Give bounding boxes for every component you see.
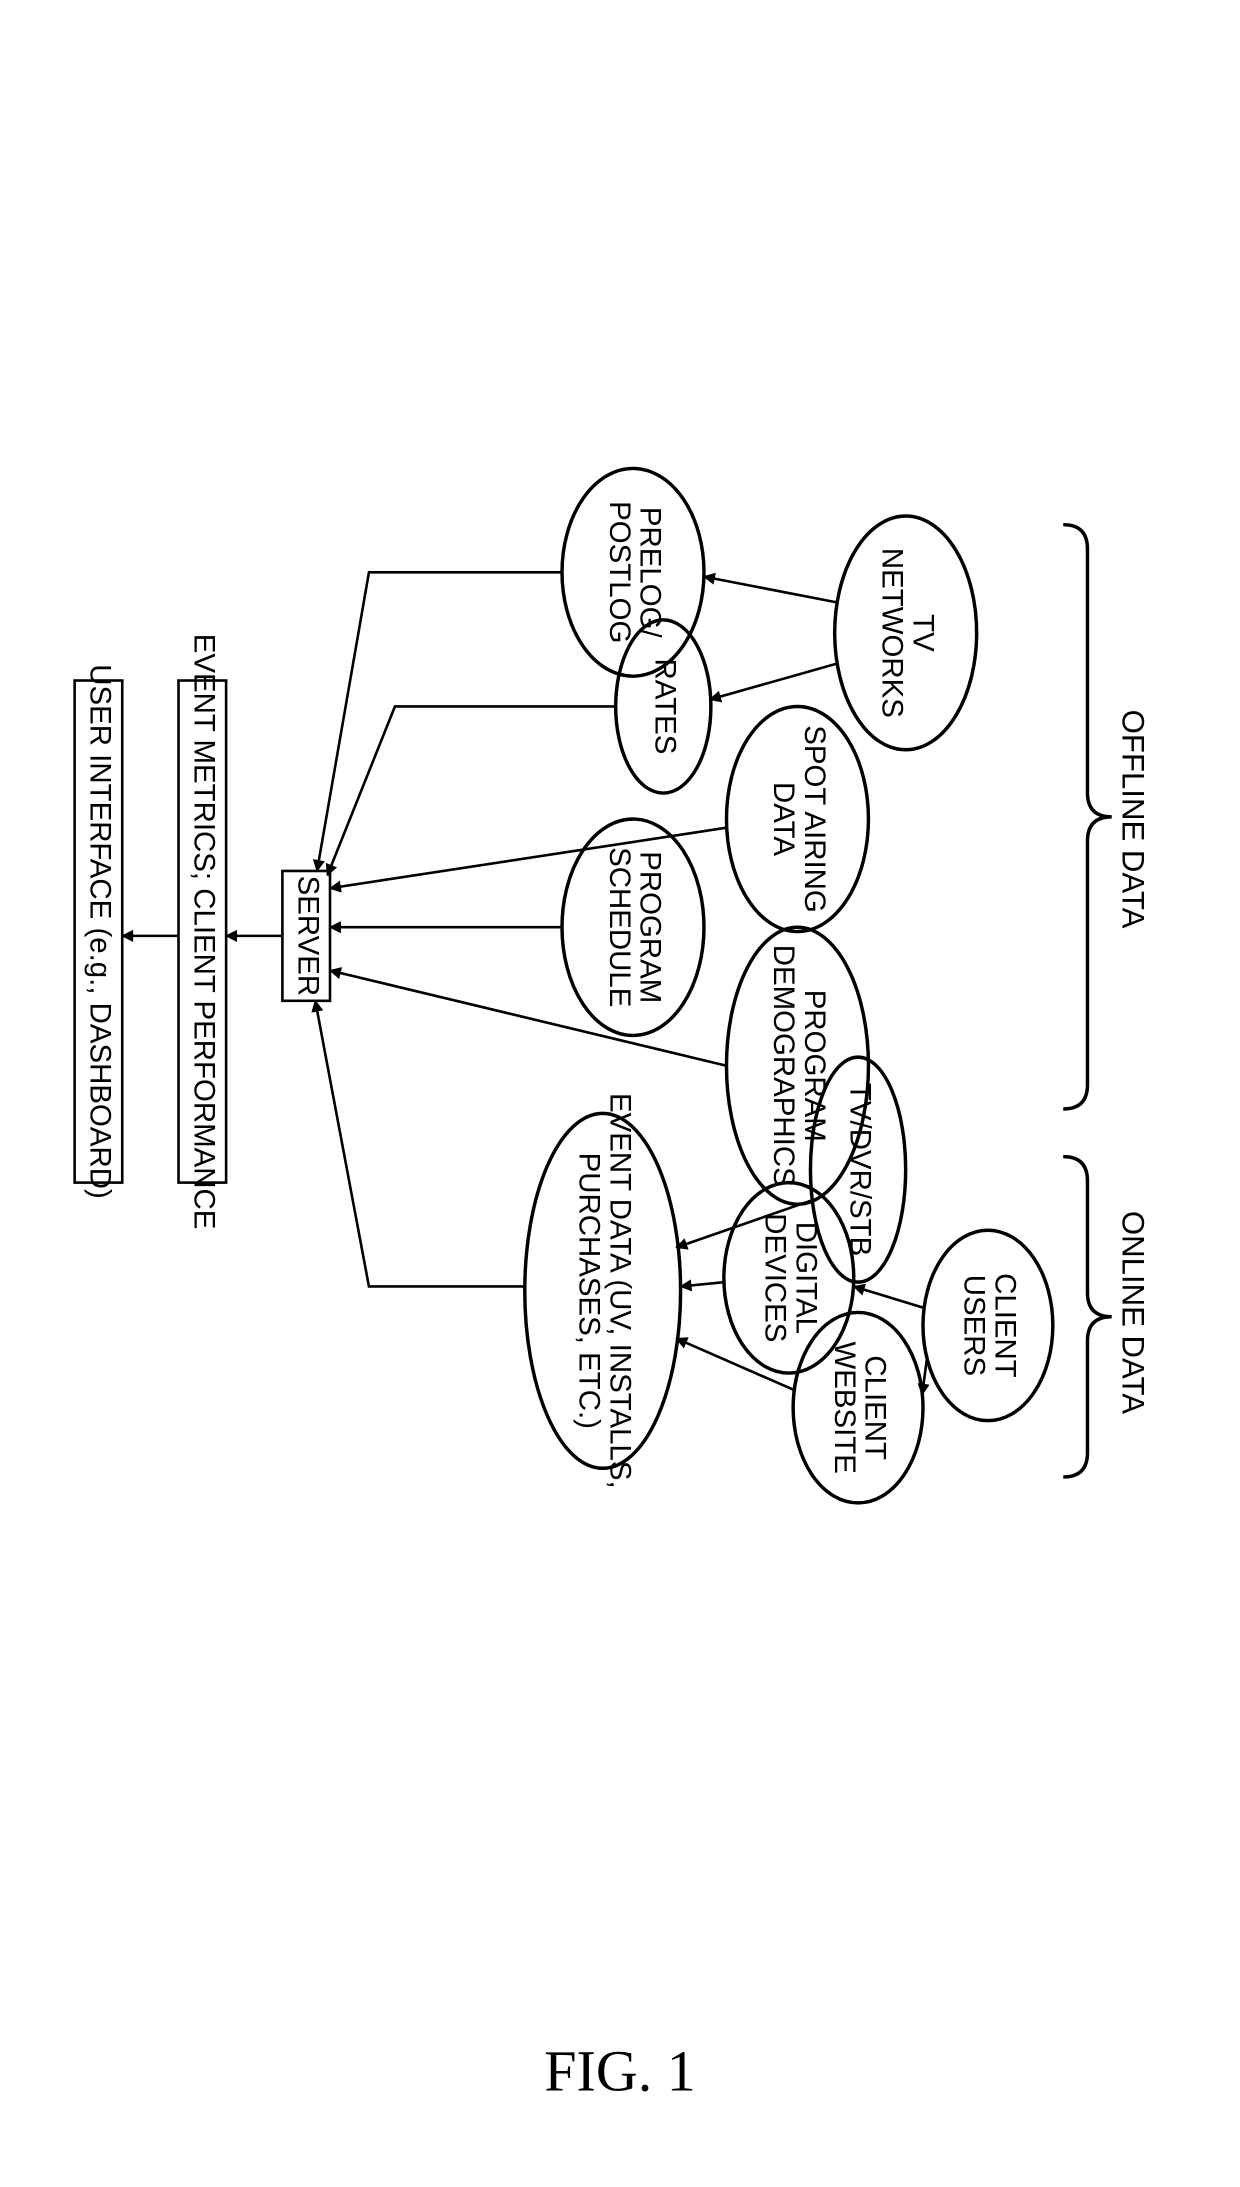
figure-label: FIG. 1: [544, 2038, 695, 2103]
label-client_website-0: CLIENT: [859, 1355, 892, 1460]
label-spot_airing-0: SPOT AIRING: [798, 725, 831, 912]
section-label-online: ONLINE DATA: [1116, 1211, 1151, 1414]
label-event_data-1: PURCHASES, ETC.): [572, 1153, 605, 1429]
label-prelog_postlog-1: POSTLOG: [603, 501, 636, 643]
label-tv_networks-0: TV: [906, 614, 939, 652]
label-client_users-1: USERS: [958, 1275, 991, 1376]
edge-client_website-to-event_data: [676, 1338, 795, 1390]
label-spot_airing-1: DATA: [767, 782, 800, 856]
label-digital_devices-0: DIGITAL: [789, 1222, 822, 1334]
label-client_users-0: CLIENT: [989, 1273, 1022, 1378]
label-tv_dvr_stb-0: TV/DVR/STB: [843, 1083, 876, 1256]
brace-offline: [1063, 525, 1111, 1109]
label-program_demo-1: DEMOGRAPHICS: [767, 945, 800, 1187]
edge-tv_networks-to-rates: [710, 663, 838, 699]
label-client_website-1: WEBSITE: [828, 1341, 861, 1473]
edge-client_users-to-client_website: [922, 1356, 927, 1395]
label-event_metrics-0: EVENT METRICS; CLIENT PERFORMANCE: [188, 634, 221, 1230]
diagram-canvas: OFFLINE DATAONLINE DATATVNETWORKSPRELOG/…: [0, 0, 1240, 2187]
brace-online: [1063, 1157, 1111, 1477]
edge-client_users-to-digital_devices: [854, 1286, 925, 1308]
label-digital_devices-1: DEVICES: [759, 1213, 792, 1342]
label-program_schedule-0: PROGRAM: [634, 851, 667, 1003]
label-ui_dashboard-0: USER INTERFACE (e.g., DASHBOARD): [84, 664, 117, 1199]
label-server-0: SERVER: [291, 876, 324, 996]
edge-tv_networks-to-prelog_postlog: [704, 577, 838, 603]
edge-digital_devices-to-event_data: [681, 1282, 724, 1286]
edge-event_data-to-server: [315, 1001, 524, 1287]
label-event_data-0: EVENT DATA (UV, INSTALLS,: [603, 1093, 636, 1489]
edge-prelog_postlog-to-server: [317, 572, 561, 871]
section-label-offline: OFFLINE DATA: [1116, 710, 1151, 929]
label-rates-0: RATES: [649, 659, 682, 755]
label-tv_networks-1: NETWORKS: [875, 548, 908, 718]
label-program_schedule-1: SCHEDULE: [603, 847, 636, 1007]
